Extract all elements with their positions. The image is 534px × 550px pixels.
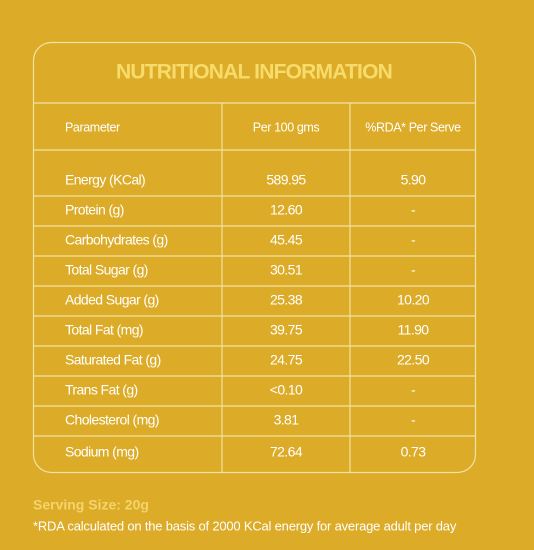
table-cell: - (411, 382, 416, 398)
table-cell: 5.90 (401, 172, 427, 188)
table-cell: - (411, 232, 416, 248)
table-cell: - (411, 262, 416, 278)
table-cell: 45.45 (270, 232, 303, 248)
table-cell: Added Sugar (g) (65, 292, 159, 308)
table-cell: Cholesterol (mg) (65, 412, 159, 428)
table-cell: Saturated Fat (g) (65, 352, 161, 368)
table-cell: 589.95 (266, 172, 306, 188)
table-cell: - (411, 412, 416, 428)
table-cell: Trans Fat (g) (65, 382, 138, 398)
table-cell: 22.50 (397, 352, 430, 368)
table-cell: 24.75 (270, 352, 303, 368)
table-cell: - (411, 202, 416, 218)
table-cell: Total Sugar (g) (65, 262, 148, 278)
table-cell: 30.51 (270, 262, 303, 278)
header-cell: %RDA* Per Serve (365, 120, 461, 134)
table-cell: 72.64 (270, 444, 303, 460)
header-cell: Parameter (65, 120, 120, 134)
table-cell: Protein (g) (65, 202, 124, 218)
table-cell: 11.90 (398, 322, 430, 338)
table-cell: 12.60 (270, 202, 303, 218)
table-cell: 10.20 (397, 292, 430, 308)
table-cell: <0.10 (270, 382, 303, 398)
table-border (32, 41, 477, 474)
header-cell: Per 100 gms (253, 120, 320, 134)
table-cell: Carbohydrates (g) (65, 232, 168, 248)
table-cell: 0.73 (401, 444, 427, 460)
table-cell: 39.75 (270, 322, 303, 338)
table-cell: Sodium (mg) (65, 444, 139, 460)
table-cell: 25.38 (270, 292, 303, 308)
table-cell: 3.81 (274, 412, 300, 428)
table-cell: Energy (KCal) (65, 172, 145, 188)
table-cell: Total Fat (mg) (65, 322, 143, 338)
serving-size: Serving Size: 20g (33, 497, 149, 513)
table-title: NUTRITIONAL INFORMATION (116, 61, 392, 84)
footnote: *RDA calculated on the basis of 2000 KCa… (33, 518, 457, 533)
